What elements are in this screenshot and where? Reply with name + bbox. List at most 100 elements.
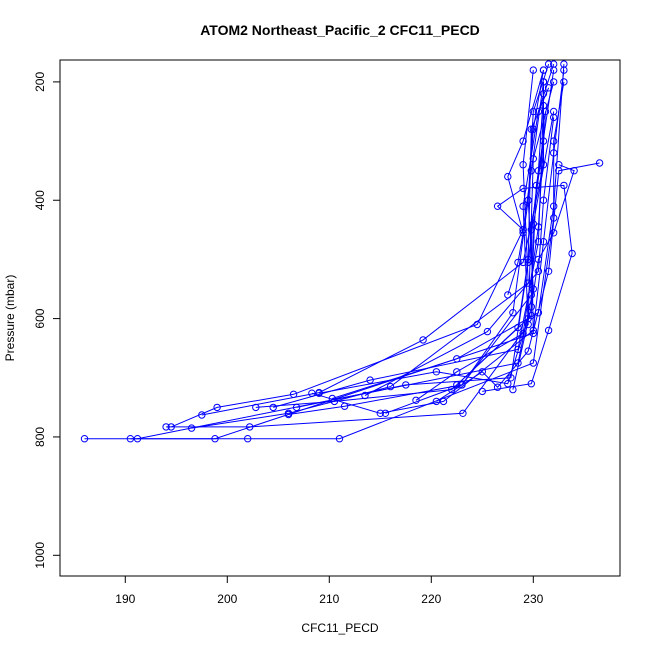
data-point: [524, 196, 532, 204]
data-point: [527, 291, 535, 299]
data-point: [550, 202, 558, 210]
data-point: [550, 66, 558, 74]
data-point: [544, 60, 553, 68]
data-point: [453, 355, 461, 363]
data-point: [519, 229, 527, 237]
series-line: [415, 111, 546, 401]
series-line: [137, 63, 550, 440]
series-line: [273, 105, 544, 408]
data-point: [529, 125, 537, 133]
series-line: [482, 184, 573, 392]
series-line: [319, 81, 555, 394]
series-group: [80, 60, 604, 443]
data-point: [133, 435, 142, 443]
y-tick-label: 800: [33, 427, 47, 447]
data-point: [524, 255, 532, 264]
data-point: [292, 403, 301, 412]
series-line: [436, 162, 600, 402]
data-point: [550, 113, 558, 122]
data-point: [519, 184, 527, 193]
data-point: [541, 107, 550, 116]
y-tick-label: 600: [33, 308, 47, 328]
data-point: [419, 336, 427, 344]
data-point: [366, 376, 374, 384]
data-point: [493, 202, 502, 210]
data-point: [550, 229, 558, 237]
data-point: [524, 347, 532, 355]
data-point: [381, 409, 390, 417]
x-tick-label: 210: [319, 592, 339, 606]
series-line: [296, 93, 544, 408]
data-point: [213, 403, 221, 412]
data-point: [529, 326, 537, 335]
data-point: [595, 159, 604, 167]
plot-area: [80, 60, 604, 443]
data-point: [534, 255, 543, 264]
data-point: [376, 409, 384, 417]
data-point: [126, 435, 135, 443]
data-point: [544, 84, 553, 92]
data-point: [560, 181, 568, 190]
data-point: [544, 267, 553, 275]
data-point: [519, 161, 527, 169]
data-point: [315, 389, 323, 397]
data-point: [550, 78, 558, 86]
series-line: [201, 81, 544, 416]
data-point: [308, 389, 316, 397]
data-point: [534, 223, 543, 231]
data-point: [493, 383, 502, 391]
data-point: [550, 149, 558, 157]
data-point: [80, 435, 89, 443]
data-point: [527, 167, 535, 175]
y-tick-label: 1000: [33, 542, 47, 569]
series-line: [191, 70, 534, 429]
data-point: [529, 66, 537, 74]
data-point: [519, 329, 527, 338]
data-point: [560, 78, 568, 86]
data-point: [534, 267, 543, 275]
x-axis-label: CFC11_PECD: [301, 621, 378, 635]
data-point: [386, 382, 395, 391]
data-point: [453, 368, 461, 376]
series-line: [456, 87, 550, 386]
data-point: [544, 326, 553, 335]
data-point: [527, 125, 535, 133]
data-point: [514, 323, 522, 332]
series-line: [364, 117, 555, 396]
data-point: [529, 359, 537, 367]
data-point: [328, 394, 336, 403]
data-point: [459, 409, 467, 417]
data-point: [534, 107, 543, 116]
data-point: [412, 396, 420, 404]
data-point: [519, 137, 527, 145]
data-point: [244, 435, 252, 443]
data-point: [167, 423, 175, 431]
data-point: [570, 167, 578, 175]
data-point: [478, 387, 486, 396]
data-point: [453, 381, 461, 389]
data-point: [483, 327, 492, 336]
chart-title: ATOM2 Northeast_Pacific_2 CFC11_PECD: [200, 22, 480, 38]
x-axis: 190 200 210 220 230: [115, 575, 544, 606]
data-point: [211, 435, 219, 443]
y-axis-label: Pressure (mbar): [3, 275, 17, 362]
data-point: [534, 238, 543, 246]
series-line: [171, 81, 544, 428]
data-point: [478, 368, 486, 376]
data-point: [527, 303, 535, 311]
y-tick-label: 400: [33, 190, 47, 210]
y-tick-label: 200: [33, 72, 47, 92]
data-point: [432, 397, 441, 406]
x-tick-label: 190: [115, 592, 135, 606]
x-tick-label: 220: [421, 592, 441, 606]
data-point: [509, 309, 517, 317]
x-tick-label: 200: [217, 592, 237, 606]
data-point: [555, 161, 563, 169]
data-point: [527, 380, 535, 388]
series-line: [512, 164, 575, 390]
series-line: [84, 81, 565, 440]
data-point: [252, 403, 260, 412]
data-point: [246, 423, 254, 431]
